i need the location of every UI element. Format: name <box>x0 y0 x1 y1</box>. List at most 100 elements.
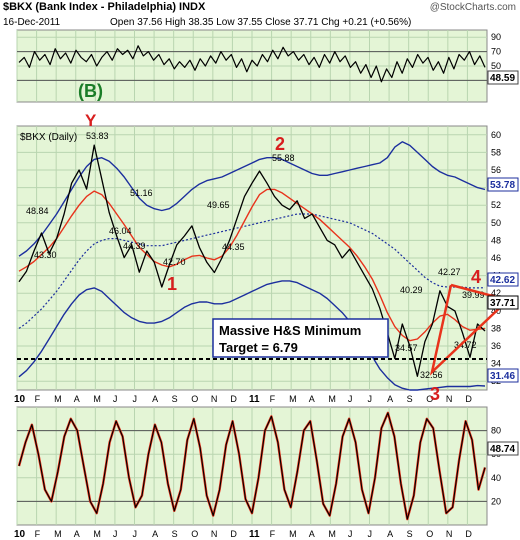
y-tick-label: 58 <box>491 147 501 157</box>
target-box-line2: Target = 6.79 <box>219 340 298 355</box>
x-tick-label: N <box>211 529 218 539</box>
price-label: 44.35 <box>222 242 245 252</box>
x-tick-label: M <box>93 529 101 539</box>
chart-date: 16-Dec-2011 <box>3 17 61 28</box>
price-label: 32.56 <box>420 370 443 380</box>
x-tick-label: S <box>407 529 413 539</box>
y-tick-label: 38 <box>491 323 501 333</box>
y-tick-label: 20 <box>491 496 501 506</box>
wave-label-3: 3 <box>430 384 440 404</box>
price-label: 43.30 <box>34 250 57 260</box>
x-tick-label: M <box>54 394 62 404</box>
x-tick-label: M <box>289 529 297 539</box>
series-layer <box>17 45 487 521</box>
x-tick-label: J <box>113 394 118 404</box>
wave-label-b: (B) <box>78 81 103 101</box>
x-tick-label: A <box>74 529 80 539</box>
x-tick-label: 11 <box>249 529 260 540</box>
x-tick-label: F <box>270 394 276 404</box>
tag-upper-band-text: 53.78 <box>490 180 515 191</box>
stochastic-line <box>18 412 486 520</box>
x-tick-label: O <box>426 394 433 404</box>
target-box-line1: Massive H&S Minimum <box>219 323 361 338</box>
price-label: 49.65 <box>207 200 230 210</box>
tag-bottom <box>487 441 519 456</box>
x-tick-label: J <box>348 529 353 539</box>
x-tick-label: J <box>113 529 118 539</box>
x-tick-label: N <box>446 529 453 539</box>
y-tick-label: 70 <box>491 47 501 57</box>
price-label: 53.83 <box>86 131 109 141</box>
tag-mid-band <box>487 272 519 287</box>
y-tick-label: 36 <box>491 341 501 351</box>
price-label: 40.29 <box>400 285 423 295</box>
tag-close <box>487 295 519 310</box>
tag-lower-band <box>487 368 519 383</box>
x-tick-label: S <box>172 529 178 539</box>
wave-label-1: 1 <box>167 274 177 294</box>
x-tick-label: S <box>172 394 178 404</box>
middle-band-line <box>18 213 486 329</box>
tag-top-text: 48.59 <box>490 73 515 84</box>
y-tick-label: 40 <box>491 473 501 483</box>
price-label: 48.84 <box>26 206 49 216</box>
tag-mid-band-text: 42.62 <box>490 275 515 286</box>
tag-lower-band-text: 31.46 <box>490 371 515 382</box>
tag-bottom-text: 48.74 <box>490 444 515 455</box>
x-tick-label: F <box>35 529 41 539</box>
y-tick-label: 80 <box>491 426 501 436</box>
x-tick-label: 10 <box>14 529 26 540</box>
x-tick-label: D <box>465 529 472 539</box>
tag-top <box>487 70 519 85</box>
price-label: 44.39 <box>123 241 146 251</box>
main-panel-title: $BKX (Daily) <box>20 132 77 143</box>
price-label: 55.88 <box>272 153 295 163</box>
x-tick-label: M <box>93 394 101 404</box>
x-tick-label: N <box>211 394 218 404</box>
x-tick-label: M <box>54 529 62 539</box>
wave-label-y: Y <box>85 111 97 130</box>
x-tick-label: J <box>133 394 138 404</box>
x-tick-label: A <box>152 394 158 404</box>
x-tick-label: A <box>152 529 158 539</box>
y-tick-label: 52 <box>491 200 501 210</box>
triangle-pattern <box>429 283 511 376</box>
x-tick-label: A <box>309 529 315 539</box>
lower-band-line <box>18 280 486 391</box>
x-tick-label: O <box>426 529 433 539</box>
x-tick-label: 11 <box>249 394 260 405</box>
x-tick-label: A <box>387 529 393 539</box>
x-tick-label: O <box>191 394 198 404</box>
tag-close-text: 37.71 <box>490 298 515 309</box>
price-label: 34.72 <box>454 340 477 350</box>
x-tick-label: F <box>270 529 276 539</box>
price-label: 42.70 <box>163 257 186 267</box>
wave-label-4: 4 <box>471 267 481 287</box>
x-tick-label: 10 <box>14 394 26 405</box>
x-tick-label: S <box>407 394 413 404</box>
y-tick-label: 34 <box>491 359 501 369</box>
x-tick-label: D <box>230 394 237 404</box>
chart-title: $BKX (Bank Index - Philadelphia) INDX <box>3 1 206 13</box>
price-label: 42.27 <box>438 267 461 277</box>
x-tick-label: A <box>74 394 80 404</box>
price-label: 46.04 <box>109 226 132 236</box>
price-label: 39.99 <box>462 290 485 300</box>
x-tick-label: M <box>289 394 297 404</box>
price-line <box>18 144 486 377</box>
x-tick-label: J <box>133 529 138 539</box>
price-label: 34.57 <box>395 343 418 353</box>
y-tick-label: 50 <box>491 61 501 71</box>
axis-labels: 9070503060585654525048464442403836343210… <box>14 32 501 540</box>
x-tick-label: J <box>368 529 373 539</box>
x-tick-label: M <box>328 529 336 539</box>
y-tick-label: 60 <box>491 130 501 140</box>
rsi-line <box>18 45 486 83</box>
x-tick-label: A <box>309 394 315 404</box>
y-tick-label: 42 <box>491 288 501 298</box>
x-tick-label: J <box>368 394 373 404</box>
x-tick-label: D <box>465 394 472 404</box>
price-label: 51.16 <box>130 188 153 198</box>
quote-line: Open 37.56 High 38.35 Low 37.55 Close 37… <box>110 17 411 28</box>
